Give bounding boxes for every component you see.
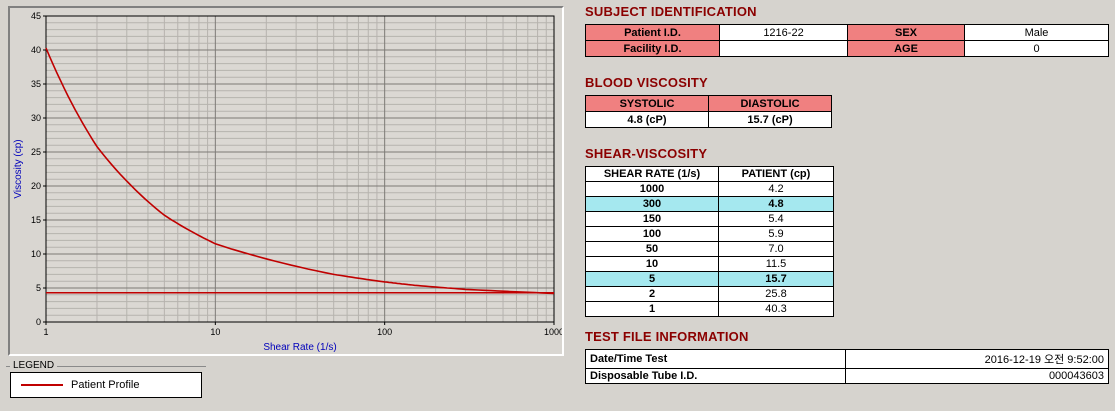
table-row: 150 5.4 [585, 211, 834, 227]
test-file-information-table: Date/Time Test 2016-12-19 오전 9:52:00 Dis… [585, 349, 1109, 384]
table-row: Date/Time Test 2016-12-19 오전 9:52:00 [585, 349, 1109, 369]
diastolic-header: DIASTOLIC [708, 95, 832, 112]
svg-text:15: 15 [31, 215, 41, 225]
svg-text:100: 100 [377, 327, 392, 337]
facility-id-value [719, 40, 848, 57]
blood-viscosity-table: SYSTOLIC DIASTOLIC 4.8 (cP) 15.7 (cP) [585, 95, 832, 128]
shear-rate-cell: 100 [585, 226, 719, 242]
legend-groupbox-border [6, 366, 206, 367]
shear-rate-cell: 50 [585, 241, 719, 257]
patient-profile-line-icon [21, 384, 63, 386]
shear-viscosity-plot: 0 5 10 15 20 25 30 35 40 45 1 10 100 1000 Shear Rate (… [13, 11, 564, 353]
table-row: Patient I.D. 1216-22 SEX Male [585, 24, 1109, 41]
blood-viscosity-title: BLOOD VISCOSITY [585, 75, 708, 90]
table-row: 2 25.8 [585, 286, 834, 302]
chart-legend: LEGEND Patient Profile [6, 360, 206, 406]
svg-text:25: 25 [31, 147, 41, 157]
report-data-column: SUBJECT IDENTIFICATION Patient I.D. 1216… [585, 4, 1109, 384]
date-time-test-value: 2016-12-19 오전 9:52:00 [845, 349, 1109, 369]
patient-id-value: 1216-22 [719, 24, 848, 41]
age-label: AGE [847, 40, 965, 57]
shear-rate-cell: 300 [585, 196, 719, 212]
shear-rate-header: SHEAR RATE (1/s) [585, 166, 719, 182]
table-row: 1000 4.2 [585, 181, 834, 197]
shear-rate-cell: 150 [585, 211, 719, 227]
sex-value: Male [964, 24, 1109, 41]
systolic-value: 4.8 (cP) [585, 111, 709, 128]
date-time-test-label: Date/Time Test [585, 349, 846, 369]
test-file-information-title: TEST FILE INFORMATION [585, 329, 749, 344]
sex-label: SEX [847, 24, 965, 41]
patient-cp-cell: 40.3 [718, 301, 834, 317]
systolic-header: SYSTOLIC [585, 95, 709, 112]
svg-text:1: 1 [43, 327, 48, 337]
svg-text:1000: 1000 [544, 327, 562, 337]
shear-rate-cell: 10 [585, 256, 719, 272]
facility-id-label: Facility I.D. [585, 40, 720, 57]
legend-box: Patient Profile [10, 372, 202, 398]
age-value: 0 [964, 40, 1109, 57]
disposable-tube-id-label: Disposable Tube I.D. [585, 368, 846, 384]
svg-text:10: 10 [210, 327, 220, 337]
diastolic-value: 15.7 (cP) [708, 111, 832, 128]
svg-text:10: 10 [31, 249, 41, 259]
subject-identification-table: Patient I.D. 1216-22 SEX Male Facility I… [585, 24, 1109, 57]
patient-cp-cell: 7.0 [718, 241, 834, 257]
legend-item-label: Patient Profile [71, 379, 140, 391]
disposable-tube-id-value: 000043603 [845, 368, 1109, 384]
svg-text:Shear Rate (1/s): Shear Rate (1/s) [263, 342, 336, 353]
table-row: 10 11.5 [585, 256, 834, 272]
patient-cp-cell: 4.8 [718, 196, 834, 212]
table-row: 4.8 (cP) 15.7 (cP) [585, 111, 832, 128]
table-row: 50 7.0 [585, 241, 834, 257]
svg-text:30: 30 [31, 113, 41, 123]
shear-rate-cell: 1 [585, 301, 719, 317]
patient-cp-cell: 11.5 [718, 256, 834, 272]
table-row: 5 15.7 [585, 271, 834, 287]
patient-cp-header: PATIENT (cp) [718, 166, 834, 182]
legend-title: LEGEND [10, 360, 58, 371]
svg-text:0: 0 [36, 317, 41, 327]
svg-text:5: 5 [36, 283, 41, 293]
table-row: 100 5.9 [585, 226, 834, 242]
patient-cp-cell: 5.9 [718, 226, 834, 242]
patient-id-label: Patient I.D. [585, 24, 720, 41]
shear-rate-cell: 1000 [585, 181, 719, 197]
table-row: 300 4.8 [585, 196, 834, 212]
table-row: 1 40.3 [585, 301, 834, 317]
shear-rate-cell: 5 [585, 271, 719, 287]
svg-text:40: 40 [31, 45, 41, 55]
table-row: Facility I.D. AGE 0 [585, 40, 1109, 57]
patient-cp-cell: 5.4 [718, 211, 834, 227]
patient-cp-cell: 25.8 [718, 286, 834, 302]
shear-rate-cell: 2 [585, 286, 719, 302]
patient-cp-cell: 15.7 [718, 271, 834, 287]
shear-viscosity-title: SHEAR-VISCOSITY [585, 146, 708, 161]
svg-text:35: 35 [31, 79, 41, 89]
svg-text:20: 20 [31, 181, 41, 191]
svg-text:Viscosity (cp): Viscosity (cp) [13, 139, 24, 198]
patient-cp-cell: 4.2 [718, 181, 834, 197]
table-row: SYSTOLIC DIASTOLIC [585, 95, 832, 112]
svg-text:45: 45 [31, 11, 41, 21]
subject-identification-title: SUBJECT IDENTIFICATION [585, 4, 757, 19]
shear-viscosity-chart-panel: 0 5 10 15 20 25 30 35 40 45 1 10 100 1000 Shear Rate (… [8, 6, 564, 356]
table-header-row: SHEAR RATE (1/s) PATIENT (cp) [585, 166, 834, 182]
shear-viscosity-table: SHEAR RATE (1/s) PATIENT (cp) 1000 4.2 30… [585, 166, 834, 317]
table-row: Disposable Tube I.D. 000043603 [585, 368, 1109, 384]
